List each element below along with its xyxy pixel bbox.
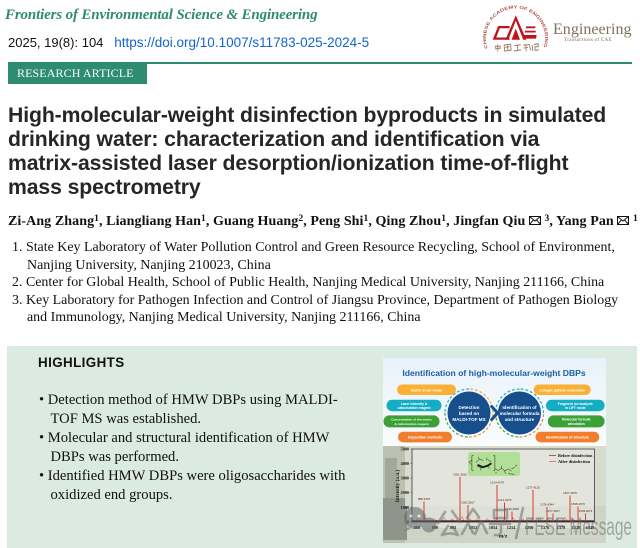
svg-text:1277.4125: 1277.4125	[526, 486, 540, 490]
svg-text:Engineering: Engineering	[553, 21, 632, 38]
svg-text:1054: 1054	[489, 525, 498, 530]
svg-text:and structure: and structure	[505, 417, 535, 422]
svg-text:1378: 1378	[557, 525, 566, 530]
svg-text:Isotopic pattern evaluation: Isotopic pattern evaluation	[539, 388, 585, 392]
svg-text:1528: 1528	[572, 525, 581, 530]
svg-text:cationization reagent: cationization reagent	[398, 406, 432, 410]
svg-text:Transactions of CAE: Transactions of CAE	[564, 36, 612, 43]
svg-text:MALDI-TOF MS: MALDI-TOF MS	[452, 417, 485, 422]
svg-text:5000: 5000	[401, 446, 409, 451]
svg-text:1214: 1214	[507, 525, 516, 530]
svg-text:2000: 2000	[401, 490, 409, 495]
svg-text:After disinfection: After disinfection	[558, 459, 591, 464]
svg-text:1376: 1376	[541, 525, 550, 530]
svg-text:based on: based on	[459, 411, 479, 416]
svg-text:Intensity (a.u.): Intensity (a.u.)	[394, 470, 401, 503]
svg-text:Concentration of the matrix: Concentration of the matrix	[391, 417, 432, 421]
svg-text:1216: 1216	[525, 525, 534, 530]
svg-text:CHINESE ACADEMY OF ENGINEERING: CHINESE ACADEMY OF ENGINEERING	[482, 4, 549, 49]
svg-text:3000: 3000	[401, 476, 409, 481]
svg-text:Identification of structure: Identification of structure	[546, 436, 589, 440]
svg-text:1376.4344: 1376.4344	[540, 503, 554, 507]
svg-text:Molecular formula: Molecular formula	[562, 417, 591, 421]
svg-text:& cationization reagent: & cationization reagent	[394, 422, 428, 426]
svg-text:1000: 1000	[401, 505, 409, 510]
svg-text:Identification of high-molecul: Identification of high-molecular-weight …	[402, 368, 586, 378]
svg-text:calculation: calculation	[568, 422, 585, 426]
svg-text:in LIFT mode: in LIFT mode	[565, 406, 586, 410]
svg-text:1527.4675: 1527.4675	[563, 491, 577, 495]
svg-text:FESE Message: FESE Message	[525, 513, 632, 541]
svg-text:1215.4366: 1215.4366	[505, 507, 519, 511]
svg-text:Detection: Detection	[459, 405, 480, 410]
svg-text:Before disinfection: Before disinfection	[558, 453, 593, 458]
svg-text:Identification of: Identification of	[502, 405, 537, 410]
svg-text:1538.4676: 1538.4676	[571, 502, 585, 506]
svg-text:1051.3816: 1051.3816	[453, 473, 467, 477]
svg-text:888.3478: 888.3478	[418, 497, 430, 501]
svg-text:Deposition methods: Deposition methods	[408, 436, 443, 440]
svg-text:1539.4674: 1539.4674	[579, 509, 593, 513]
svg-text:n: n	[496, 472, 498, 475]
svg-text:m/z: m/z	[499, 534, 508, 540]
svg-text:molecular formula: molecular formula	[500, 411, 540, 416]
svg-text:Fragment ion analysis: Fragment ion analysis	[558, 402, 593, 406]
svg-text:1052.3817: 1052.3817	[461, 501, 475, 505]
svg-text:1540: 1540	[586, 525, 595, 530]
svg-text:Matrix & ion mode: Matrix & ion mode	[411, 388, 442, 392]
svg-text:1052: 1052	[469, 525, 478, 530]
svg-text:Laser intensity &: Laser intensity &	[401, 402, 428, 406]
svg-text:1377.4617: 1377.4617	[546, 509, 560, 513]
svg-text:1214.4378: 1214.4378	[490, 481, 504, 485]
svg-text:1214.4379: 1214.4379	[498, 498, 512, 502]
svg-text:4000: 4000	[401, 461, 409, 466]
